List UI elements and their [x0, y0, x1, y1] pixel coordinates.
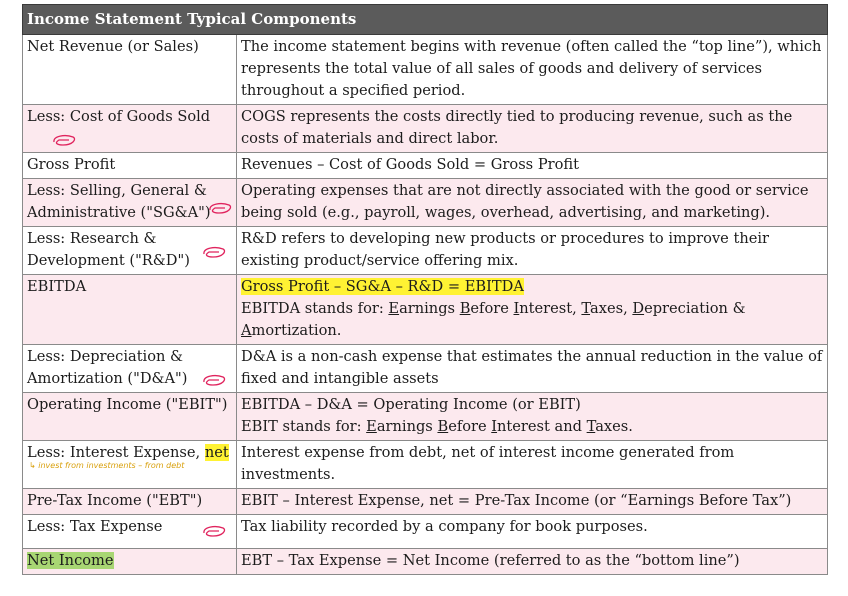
- ebit-formula: EBITDA – D&A = Operating Income (or EBIT…: [241, 396, 581, 413]
- net-highlight: net: [204, 444, 229, 461]
- row-description: Operating expenses that are not directly…: [236, 178, 828, 227]
- row-description: COGS represents the costs directly tied …: [236, 104, 828, 153]
- acronym-letter: T: [586, 418, 596, 435]
- acronym-letter: E: [388, 300, 400, 317]
- row-description: Revenues – Cost of Goods Sold = Gross Pr…: [236, 152, 828, 179]
- table-row-net-income: Net Income EBT – Tax Expense = Net Incom…: [22, 548, 828, 575]
- table-row-ebit: Operating Income ("EBIT") EBITDA – D&A =…: [22, 392, 828, 441]
- row-description: Interest expense from debt, net of inter…: [236, 440, 828, 489]
- scribble-mark-icon: [51, 133, 77, 147]
- acronym-letter: B: [459, 300, 471, 317]
- acronym-prefix: EBITDA stands for:: [241, 300, 389, 317]
- acronym-word-rest: efore: [448, 418, 492, 435]
- scribble-mark-icon: [207, 201, 233, 215]
- scribble-mark-icon: [201, 245, 227, 259]
- row-description-cell: EBITDA – D&A = Operating Income (or EBIT…: [236, 392, 828, 441]
- row-label-cell: Less: Selling, General & Administrative …: [22, 178, 237, 227]
- row-label: Net Income: [27, 552, 114, 569]
- acronym-word-rest: epreciation &: [644, 300, 746, 317]
- row-label: Less: Selling, General & Administrative …: [27, 182, 211, 221]
- row-label-cell: Less: Research & Development ("R&D"): [22, 226, 237, 275]
- row-description: The income statement begins with revenue…: [236, 34, 828, 105]
- table-row-gross-profit: Gross Profit Revenues – Cost of Goods So…: [22, 152, 828, 179]
- table-row-ebt: Pre-Tax Income ("EBT") EBIT – Interest E…: [22, 488, 828, 515]
- row-label: Operating Income ("EBIT"): [22, 392, 237, 441]
- acronym-word-rest: arnings: [399, 300, 460, 317]
- acronym-letter: D: [632, 300, 645, 317]
- handwritten-note: ↳ invest from investments – from debt: [29, 461, 185, 470]
- table-row-ebitda: EBITDA Gross Profit – SG&A – R&D = EBITD…: [22, 274, 828, 345]
- row-label-cell: Less: Cost of Goods Sold: [22, 104, 237, 153]
- acronym-word-rest: axes,: [590, 300, 633, 317]
- income-statement-table-container: Income Statement Typical Components Net …: [22, 4, 828, 575]
- acronym-word-rest: nterest,: [519, 300, 582, 317]
- acronym-letter: T: [581, 300, 591, 317]
- acronym-letter: B: [437, 418, 449, 435]
- row-label: Less: Tax Expense: [27, 518, 163, 535]
- acronym-word-rest: efore: [470, 300, 514, 317]
- acronym-word-rest: mortization.: [251, 322, 342, 339]
- row-label: Less: Depreciation & Amortization ("D&A"…: [27, 348, 188, 387]
- row-description: Tax liability recorded by a company for …: [236, 514, 828, 549]
- row-label-cell: Less: Tax Expense: [22, 514, 237, 549]
- table-row-rnd: Less: Research & Development ("R&D") R&D…: [22, 226, 828, 275]
- row-label: Pre-Tax Income ("EBT"): [22, 488, 237, 515]
- scribble-mark-icon: [201, 524, 227, 538]
- acronym-letter: A: [241, 322, 252, 339]
- ebitda-formula: Gross Profit – SG&A – R&D = EBITDA: [241, 278, 524, 295]
- row-label: Net Revenue (or Sales): [22, 34, 237, 105]
- table-row-net-revenue: Net Revenue (or Sales) The income statem…: [22, 34, 828, 105]
- acronym-letter: I: [513, 300, 520, 317]
- table-row-sga: Less: Selling, General & Administrative …: [22, 178, 828, 227]
- row-label: EBITDA: [22, 274, 237, 345]
- table-row-cogs: Less: Cost of Goods Sold COGS represents…: [22, 104, 828, 153]
- scribble-mark-icon: [201, 373, 227, 387]
- acronym-word-rest: axes.: [595, 418, 633, 435]
- row-label: Less: Cost of Goods Sold: [27, 108, 211, 125]
- row-label: Less: Interest Expense,: [27, 444, 205, 461]
- row-label-cell: Less: Interest Expense, net ↳ invest fro…: [22, 440, 237, 489]
- table-row-tax-expense: Less: Tax Expense Tax liability recorded…: [22, 514, 828, 549]
- row-description: EBT – Tax Expense = Net Income (referred…: [236, 548, 828, 575]
- row-label: Less: Research & Development ("R&D"): [27, 230, 190, 269]
- row-description: EBIT – Interest Expense, net = Pre-Tax I…: [236, 488, 828, 515]
- income-statement-table: Income Statement Typical Components Net …: [22, 4, 828, 575]
- acronym-letter: E: [366, 418, 377, 435]
- table-row-interest-expense: Less: Interest Expense, net ↳ invest fro…: [22, 440, 828, 489]
- row-description-cell: Gross Profit – SG&A – R&D = EBITDA EBITD…: [236, 274, 828, 345]
- row-description: D&A is a non-cash expense that estimates…: [236, 344, 828, 393]
- acronym-letter: I: [491, 418, 498, 435]
- acronym-word-rest: nterest and: [497, 418, 587, 435]
- row-label-cell: Net Income: [22, 548, 237, 575]
- row-description: R&D refers to developing new products or…: [236, 226, 828, 275]
- row-label: Gross Profit: [22, 152, 237, 179]
- acronym-prefix: EBIT stands for:: [241, 418, 367, 435]
- table-row-dna: Less: Depreciation & Amortization ("D&A"…: [22, 344, 828, 393]
- acronym-word-rest: arnings: [376, 418, 438, 435]
- table-title: Income Statement Typical Components: [22, 4, 828, 35]
- row-label-cell: Less: Depreciation & Amortization ("D&A"…: [22, 344, 237, 393]
